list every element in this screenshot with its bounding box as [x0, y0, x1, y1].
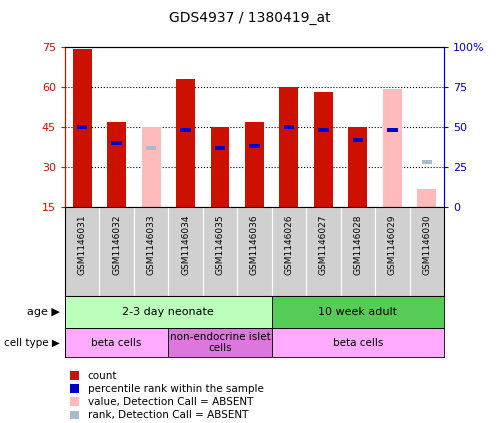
- Bar: [314, 92, 333, 207]
- Bar: [77, 125, 87, 129]
- Text: GSM1146032: GSM1146032: [112, 214, 121, 275]
- Bar: [168, 328, 272, 357]
- Bar: [417, 189, 436, 207]
- Bar: [180, 128, 191, 132]
- Bar: [65, 296, 272, 328]
- Bar: [73, 49, 92, 207]
- Text: 10 week adult: 10 week adult: [318, 307, 397, 317]
- Legend: count, percentile rank within the sample, value, Detection Call = ABSENT, rank, : count, percentile rank within the sample…: [70, 371, 263, 420]
- Bar: [250, 144, 259, 148]
- Text: GSM1146028: GSM1146028: [353, 214, 362, 275]
- Text: cell type ▶: cell type ▶: [4, 338, 60, 348]
- Bar: [284, 125, 294, 129]
- Bar: [111, 141, 122, 145]
- Bar: [272, 328, 444, 357]
- Bar: [422, 160, 432, 164]
- Text: GSM1146034: GSM1146034: [181, 214, 190, 275]
- Text: age ▶: age ▶: [27, 307, 60, 317]
- Text: GSM1146036: GSM1146036: [250, 214, 259, 275]
- Bar: [211, 127, 230, 207]
- Text: non-endocrine islet
cells: non-endocrine islet cells: [170, 332, 270, 354]
- Text: GDS4937 / 1380419_at: GDS4937 / 1380419_at: [169, 11, 330, 25]
- Text: GSM1146027: GSM1146027: [319, 214, 328, 275]
- Bar: [348, 127, 367, 207]
- Bar: [387, 128, 398, 132]
- Bar: [272, 296, 444, 328]
- Text: GSM1146030: GSM1146030: [422, 214, 431, 275]
- Text: GSM1146035: GSM1146035: [216, 214, 225, 275]
- Text: 2-3 day neonate: 2-3 day neonate: [122, 307, 214, 317]
- Text: GSM1146029: GSM1146029: [388, 214, 397, 275]
- Text: GSM1146026: GSM1146026: [284, 214, 293, 275]
- Bar: [176, 79, 195, 207]
- Bar: [353, 138, 363, 142]
- Text: beta cells: beta cells: [333, 338, 383, 348]
- Bar: [318, 128, 329, 132]
- Bar: [215, 146, 225, 150]
- Bar: [146, 146, 156, 150]
- Bar: [279, 87, 298, 207]
- Text: beta cells: beta cells: [91, 338, 142, 348]
- Text: GSM1146033: GSM1146033: [147, 214, 156, 275]
- Text: GSM1146031: GSM1146031: [78, 214, 87, 275]
- Bar: [245, 121, 264, 207]
- Bar: [383, 89, 402, 207]
- Bar: [107, 121, 126, 207]
- Bar: [65, 328, 168, 357]
- Bar: [142, 127, 161, 207]
